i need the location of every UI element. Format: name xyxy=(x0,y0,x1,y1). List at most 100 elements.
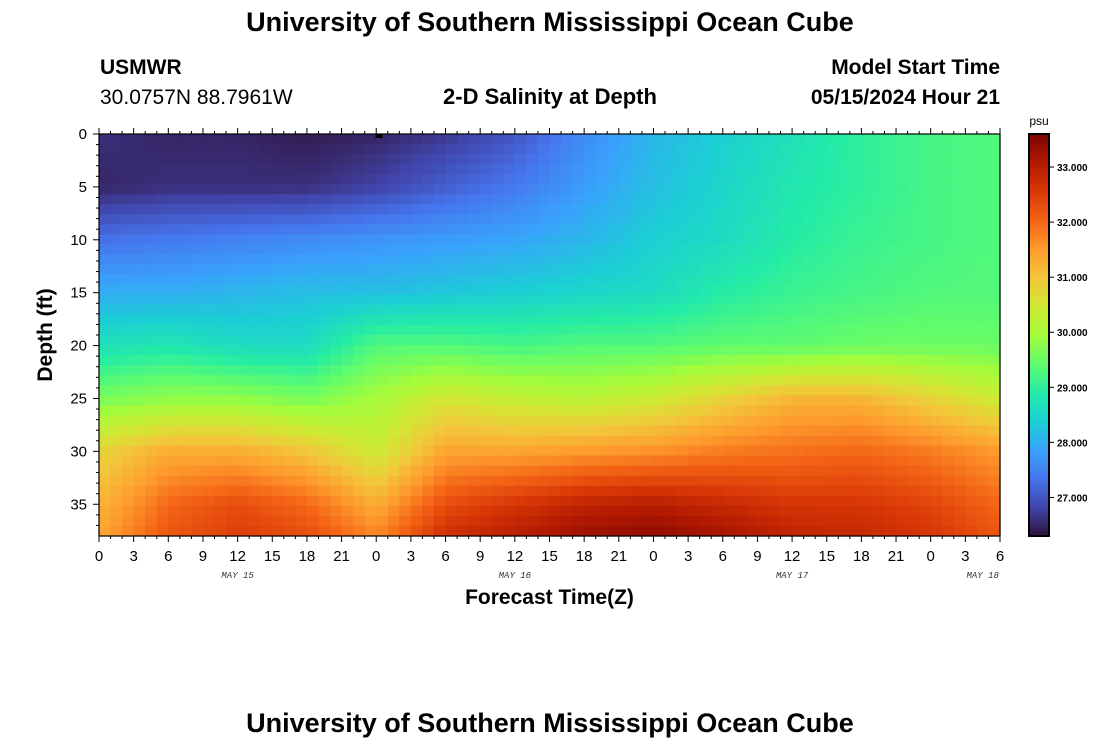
heatmap-cell xyxy=(815,345,828,356)
heatmap-cell xyxy=(665,184,678,195)
heatmap-cell xyxy=(803,375,816,386)
heatmap-cell xyxy=(780,445,793,457)
heatmap-cell xyxy=(272,174,285,185)
heatmap-cell xyxy=(306,355,320,366)
heatmap-cell xyxy=(803,324,816,336)
heatmap-cell xyxy=(930,435,943,447)
heatmap-cell xyxy=(930,244,943,256)
heatmap-cell xyxy=(156,144,169,155)
heatmap-cell xyxy=(457,204,470,215)
heatmap-cell xyxy=(191,294,204,306)
heatmap-cell xyxy=(815,224,828,236)
heatmap-cell xyxy=(179,264,193,276)
heatmap-cell xyxy=(399,254,412,266)
heatmap-cell xyxy=(514,415,527,427)
heatmap-cell xyxy=(341,345,354,356)
heatmap-cell xyxy=(376,335,389,346)
heatmap-cell xyxy=(457,485,470,497)
heatmap-cell xyxy=(607,284,620,296)
heatmap-cell xyxy=(826,505,839,517)
heatmap-cell xyxy=(457,294,470,306)
heatmap-cell xyxy=(618,174,631,185)
heatmap-cell xyxy=(410,254,424,266)
heatmap-cell xyxy=(630,435,643,447)
heatmap-cell xyxy=(745,455,759,467)
heatmap-cell xyxy=(260,154,273,165)
heatmap-cell xyxy=(849,495,862,507)
heatmap-cell xyxy=(318,525,331,537)
heatmap-cell xyxy=(295,375,308,386)
heatmap-cell xyxy=(722,164,735,175)
heatmap-cell xyxy=(260,254,273,266)
heatmap-cell xyxy=(826,254,839,266)
heatmap-cell xyxy=(422,505,435,517)
heatmap-cell xyxy=(942,164,955,175)
heatmap-cell xyxy=(988,144,1001,155)
heatmap-cell xyxy=(976,465,990,477)
heatmap-cell xyxy=(272,254,285,266)
heatmap-cell xyxy=(930,274,943,286)
heatmap-cell xyxy=(815,375,828,386)
heatmap-cell xyxy=(757,465,770,477)
heatmap-cell xyxy=(734,375,747,386)
colorbar-unit: psu xyxy=(1029,114,1048,128)
heatmap-cell xyxy=(907,425,920,437)
heatmap-cell xyxy=(618,254,631,266)
heatmap-cell xyxy=(445,254,458,266)
heatmap-cell xyxy=(942,425,955,437)
heatmap-cell xyxy=(341,495,354,507)
heatmap-cell xyxy=(457,445,470,457)
heatmap-cell xyxy=(676,274,689,286)
heatmap-cell xyxy=(896,385,909,396)
heatmap-cell xyxy=(653,365,666,376)
heatmap-cell xyxy=(387,355,400,366)
heatmap-cell xyxy=(826,425,839,437)
heatmap-cell xyxy=(330,294,343,306)
heatmap-cell xyxy=(202,475,216,487)
heatmap-cell xyxy=(330,435,343,447)
heatmap-cell xyxy=(988,415,1001,427)
heatmap-cell xyxy=(399,214,412,226)
heatmap-cell xyxy=(561,324,574,336)
day-label: MAY 15 xyxy=(221,571,254,581)
heatmap-cell xyxy=(179,395,193,406)
x-tick-label: 21 xyxy=(333,548,350,565)
heatmap-cell xyxy=(711,154,724,165)
heatmap-cell xyxy=(156,365,169,376)
heatmap-cell xyxy=(537,385,551,396)
heatmap-cell xyxy=(145,224,158,236)
heatmap-cell xyxy=(595,224,608,236)
heatmap-cell xyxy=(514,515,527,527)
heatmap-cell xyxy=(676,515,689,527)
heatmap-cell xyxy=(133,355,146,366)
heatmap-cell xyxy=(699,375,712,386)
heatmap-cell xyxy=(688,385,701,396)
heatmap-cell xyxy=(249,194,262,205)
heatmap-cell xyxy=(734,465,747,477)
heatmap-cell xyxy=(503,324,516,336)
heatmap-cell xyxy=(884,355,897,366)
heatmap-cell xyxy=(549,355,562,366)
heatmap-cell xyxy=(815,505,828,517)
heatmap-cell xyxy=(849,184,862,195)
heatmap-cell xyxy=(676,224,689,236)
heatmap-cell xyxy=(757,234,770,246)
heatmap-cell xyxy=(399,174,412,185)
heatmap-cell xyxy=(399,194,412,205)
heatmap-cell xyxy=(110,485,123,497)
heatmap-cell xyxy=(306,395,320,406)
heatmap-cell xyxy=(283,224,296,236)
heatmap-cell xyxy=(249,184,262,195)
heatmap-cell xyxy=(780,385,793,396)
heatmap-cell xyxy=(410,244,424,256)
heatmap-cell xyxy=(341,214,354,226)
heatmap-cell xyxy=(653,254,666,266)
heatmap-cell xyxy=(283,425,296,437)
heatmap-cell xyxy=(202,244,216,256)
heatmap-cell xyxy=(722,314,735,326)
heatmap-cell xyxy=(768,385,782,396)
heatmap-cell xyxy=(295,525,308,537)
heatmap-cell xyxy=(283,264,296,276)
heatmap-cell xyxy=(734,304,747,316)
heatmap-cell xyxy=(99,294,112,306)
